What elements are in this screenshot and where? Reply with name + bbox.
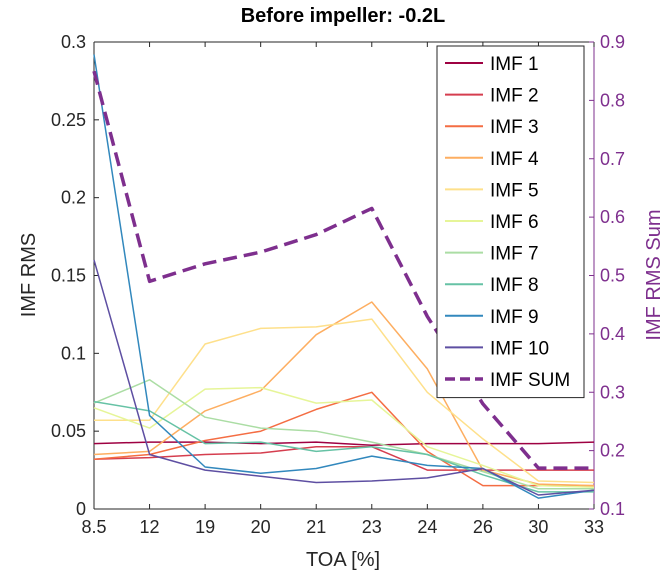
series-line-imf-5 (94, 318, 595, 484)
y2-tick-label: 0.3 (600, 382, 625, 402)
x-tick-label: 30 (528, 517, 548, 537)
x-tick-label: 26 (473, 517, 493, 537)
series-line-imf-10 (93, 259, 595, 496)
legend-label-imf-6: IMF 6 (490, 212, 539, 233)
y-axis-label: IMF RMS (18, 233, 40, 317)
y-tick-label: 0.1 (61, 343, 86, 363)
x-tick-label: 19 (195, 517, 215, 537)
y2-axis-label: IMF RMS Sum (643, 209, 664, 340)
series-lines (92, 54, 595, 499)
x-tick-label: 21 (306, 517, 326, 537)
legend: IMF 1 IMF 2 IMF 3 IMF 4 IMF 5 IMF 6 IMF 7 IMF 8… (436, 45, 585, 399)
y-tick-label: 0.2 (61, 188, 86, 208)
legend-label-imf-7: IMF 7 (490, 244, 539, 265)
legend-label-imf-3: IMF 3 (490, 117, 539, 138)
series-line-imf-9 (93, 54, 595, 499)
x-tick-label: 8.5 (81, 517, 106, 537)
series-line-imf-2 (93, 445, 594, 471)
legend-label-imf-sum: IMF SUM (490, 370, 570, 391)
series-line-imf-7 (93, 379, 594, 490)
legend-label-imf-9: IMF 9 (490, 307, 539, 328)
series-line-imf-4 (93, 301, 595, 487)
y2-tick-label: 0.5 (600, 266, 625, 286)
legend-label-imf-8: IMF 8 (490, 275, 539, 296)
y2-tick-label: 0.8 (600, 90, 625, 110)
x-axis-label: TOA [%] (306, 549, 380, 571)
y2-tick-label: 0.1 (600, 499, 625, 519)
x-tick-label: 33 (584, 517, 604, 537)
axes: 8.5 12 19 20 21 23 24 26 30 33 0 0.05 0.1 0.15 0.2 0.25… (51, 32, 625, 537)
y-tick-label: 0.3 (61, 32, 86, 52)
x-tick-label: 23 (362, 517, 382, 537)
y2-tick-label: 0.2 (600, 441, 625, 461)
legend-label-imf-5: IMF 5 (490, 180, 539, 201)
x-tick-label: 12 (140, 517, 160, 537)
series-line-imf-sum (92, 70, 594, 470)
y-tick-label: 0.05 (51, 421, 86, 441)
x-tick-label: 20 (251, 517, 271, 537)
x-tick-label: 24 (417, 517, 437, 537)
y2-tick-label: 0.6 (600, 207, 625, 227)
legend-label-imf-1: IMF 1 (490, 54, 539, 75)
y2-tick-label: 0.7 (600, 149, 625, 169)
y2-tick-label: 0.9 (600, 32, 625, 52)
y-tick-label: 0.25 (51, 110, 86, 130)
legend-label-imf-2: IMF 2 (490, 86, 539, 107)
y-tick-label: 0.15 (51, 266, 86, 286)
series-line-imf-6 (93, 386, 595, 488)
y2-tick-label: 0.4 (600, 324, 625, 344)
y-tick-label: 0 (76, 499, 86, 519)
chart-title: Before impeller: -0.2L (241, 5, 446, 27)
legend-label-imf-10: IMF 10 (490, 338, 549, 359)
legend-label-imf-4: IMF 4 (490, 149, 539, 170)
